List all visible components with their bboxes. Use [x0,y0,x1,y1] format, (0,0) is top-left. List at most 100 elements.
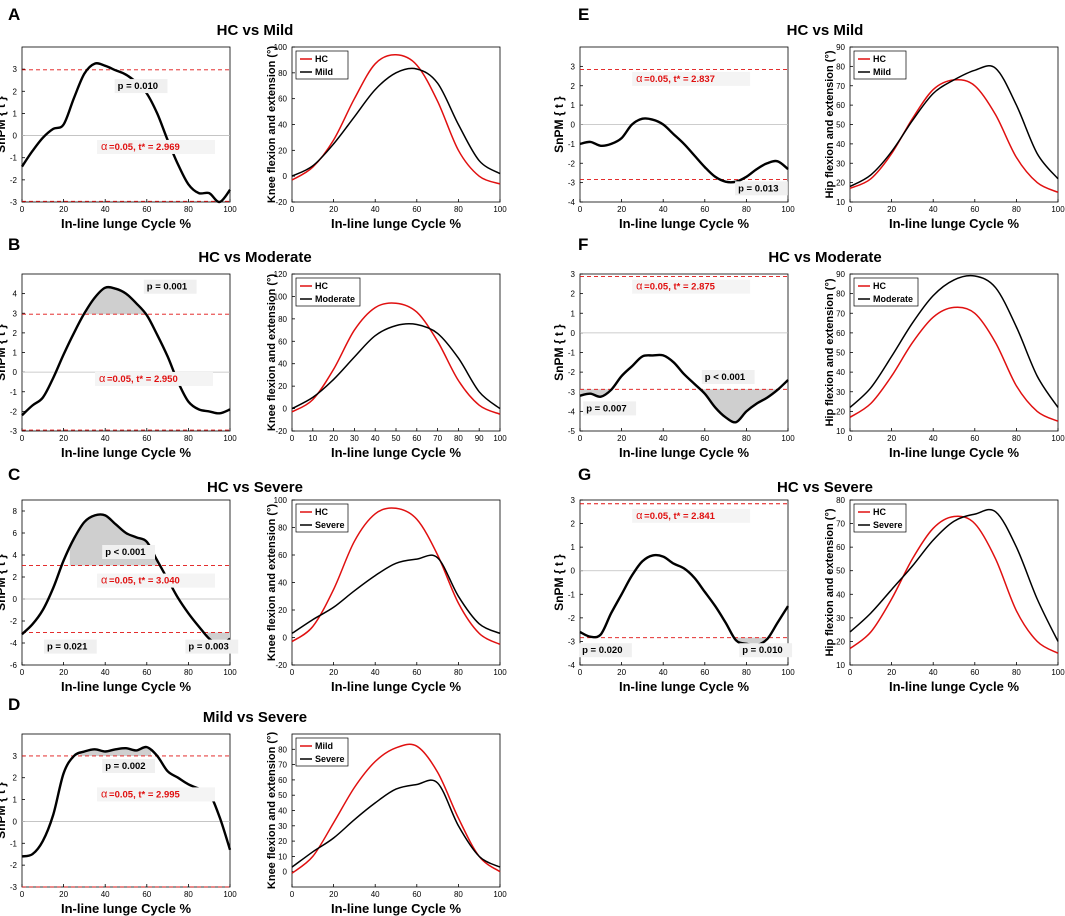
axes-frame [21,499,231,666]
x-tick-label: 20 [617,434,626,443]
y-tick-label: 70 [836,309,845,318]
x-tick-label: 100 [223,205,237,214]
x-tick-label: 60 [142,205,151,214]
y-tick-label: 70 [836,520,845,529]
p-value-bg [143,279,197,294]
y-tick-label: 8 [13,507,18,516]
x-tick-label: 20 [887,434,896,443]
x-tick-label: 20 [617,205,626,214]
series-line-hc [291,54,501,185]
x-tick-label: 0 [578,205,583,214]
y-tick-label: 30 [278,822,287,831]
x-tick-label: 80 [454,668,463,677]
alpha-symbol: α [101,788,108,800]
x-tick-label: 30 [350,434,359,443]
axes-frame [579,499,789,666]
axes-frame [849,499,1059,666]
x-tick-label: 60 [970,668,979,677]
threshold-annotation-bg [94,371,213,386]
y-tick-label: 1 [571,543,576,552]
x-tick-label: 80 [1012,434,1021,443]
y-tick-label: 10 [836,198,845,207]
threshold-annotation: =0.05, t* = 2.875 [644,282,715,293]
cluster-shade [86,287,147,315]
x-axis-label: In-line lunge Cycle % [331,679,461,694]
p-value-bg [102,758,155,773]
spm-curve [579,553,790,647]
y-tick-label: 40 [836,140,845,149]
x-tick-label: 80 [184,205,193,214]
y-tick-label: 1 [13,796,18,805]
x-tick-label: 0 [20,205,25,214]
y-tick-label: 40 [836,590,845,599]
y-tick-label: 20 [278,382,287,391]
x-axis-label: In-line lunge Cycle % [889,445,1019,460]
p-value-bg [701,369,755,384]
legend-box [853,50,907,80]
panel-letter: G [578,465,591,484]
alpha-symbol: α [636,73,643,85]
y-tick-label: 20 [278,146,287,155]
x-axis-label: In-line lunge Cycle % [331,445,461,460]
y-tick-label: 0 [13,817,18,826]
legend-box [295,503,349,533]
x-tick-label: 20 [329,890,338,899]
spm-curve [21,513,231,647]
panel-title: HC vs Moderate [198,249,311,266]
x-tick-label: 20 [329,205,338,214]
x-tick-label: 0 [848,434,853,443]
x-axis-label: In-line lunge Cycle % [619,445,749,460]
p-value-label: p = 0.010 [742,645,782,656]
x-axis-label: In-line lunge Cycle % [61,901,191,916]
x-tick-label: 100 [223,668,237,677]
y-tick-label: -3 [10,883,18,892]
legend-label: Severe [315,754,345,764]
x-tick-label: 60 [412,205,421,214]
legend-label: Moderate [315,294,355,304]
p-value-label: p = 0.003 [188,642,228,653]
panel-title: HC vs Moderate [768,249,881,266]
y-tick-label: 60 [278,337,287,346]
p-value-label: p = 0.013 [738,183,778,194]
p-value-bg [43,639,97,654]
x-tick-label: 0 [20,668,25,677]
alpha-symbol: α [101,575,108,587]
alpha-symbol: α [636,510,643,522]
threshold-annotation: =0.05, t* = 2.837 [644,74,715,85]
series-line-severe [291,554,501,635]
y-tick-label: 70 [278,761,287,770]
angle-plot: 0 20 40 60 80 100 10 20 30 40 50 60 70 80 In-line lung… [824,496,1065,694]
x-tick-label: 40 [101,890,110,899]
y-tick-label: 0 [283,172,288,181]
x-axis-label: In-line lunge Cycle % [619,679,749,694]
x-tick-label: 0 [578,668,583,677]
threshold-annotation-bg [97,139,216,154]
x-tick-label: 100 [223,890,237,899]
p-value-label: p = 0.002 [105,761,145,772]
y-tick-label: 0 [13,595,18,604]
series-line-hc [849,515,1059,654]
legend-box [853,277,919,307]
y-tick-label: 0 [283,634,288,643]
threshold-annotation-bg [97,787,216,802]
y-tick-label: -3 [568,637,576,646]
x-tick-label: 60 [412,668,421,677]
legend-box [295,50,349,80]
y-tick-label: -1 [568,140,576,149]
y-axis-label-hip: Hip flexion and extension (°) [824,50,836,198]
x-tick-label: 100 [223,434,237,443]
y-tick-label: -3 [568,179,576,188]
threshold-annotation-bg [632,508,751,523]
x-tick-label: 20 [887,668,896,677]
x-tick-label: 60 [970,205,979,214]
y-tick-label: 0 [13,132,18,141]
x-tick-label: 20 [617,668,626,677]
x-tick-label: 60 [412,434,421,443]
y-tick-label: 2 [13,87,18,96]
